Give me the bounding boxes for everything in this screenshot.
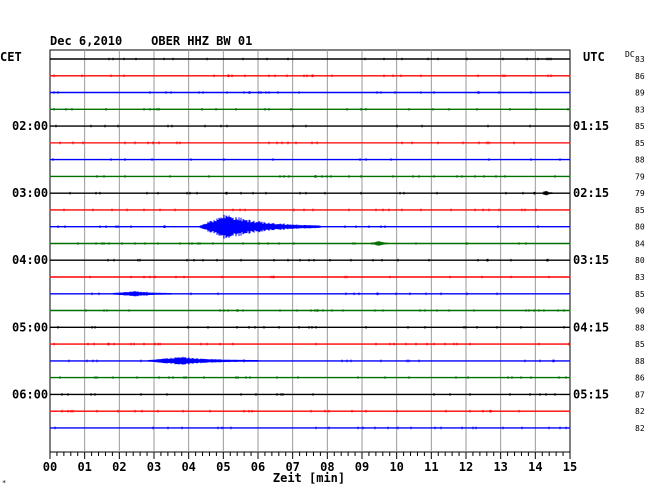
trace-5 (49, 141, 571, 145)
trace-4 (49, 124, 571, 128)
x-tick-label: 08 (320, 460, 334, 474)
dc-value: 79 (635, 172, 645, 181)
trace-1 (49, 74, 571, 78)
trace-9 (49, 208, 571, 212)
x-tick-label: 11 (424, 460, 438, 474)
left-hour-label: 03:00 (12, 186, 48, 200)
dc-value: 85 (635, 139, 645, 148)
x-tick-label: 02 (112, 460, 126, 474)
dc-value: 83 (635, 273, 645, 282)
trace-21 (49, 409, 571, 413)
dc-values: 83 86 89 83 85 85 88 79 79 85 80 84 80 83 85 90 88 85 88 86… (635, 55, 645, 433)
plot-frame (49, 49, 571, 453)
dc-value: 88 (635, 323, 645, 332)
hour-labels: 02:00 03:00 04:00 05:00 06:00 01:15 02:15 03:15… (12, 119, 609, 401)
trace-19 (49, 376, 571, 379)
trace-0 (49, 57, 571, 61)
dc-value: 80 (635, 256, 645, 265)
x-tick-label: 14 (528, 460, 542, 474)
trace-3 (49, 108, 571, 111)
trace-8 (49, 191, 571, 196)
dc-value: 89 (635, 89, 645, 98)
x-tick-label: 07 (285, 460, 299, 474)
dc-value: 85 (635, 290, 645, 299)
dc-value: 79 (635, 189, 645, 198)
x-tick-label: 15 (563, 460, 577, 474)
trace-6 (49, 158, 571, 161)
left-hour-label: 02:00 (12, 119, 48, 133)
x-tick-label: 13 (493, 460, 507, 474)
x-tick-label: 05 (216, 460, 230, 474)
trace-7 (49, 175, 571, 178)
trace-11 (49, 241, 571, 246)
dc-value: 83 (635, 55, 645, 64)
trace-17 (49, 342, 571, 346)
x-tick-label: 12 (459, 460, 473, 474)
dc-value: 90 (635, 307, 645, 316)
x-axis: 00 01 02 03 04 05 06 07 08 09 10 11 12 13 14 15 (43, 452, 577, 474)
trace-22 (49, 426, 571, 430)
dc-value: 85 (635, 206, 645, 215)
right-hour-label: 01:15 (573, 119, 609, 133)
corner-mark: * (2, 479, 6, 487)
dc-value: 88 (635, 357, 645, 366)
x-tick-label: 01 (77, 460, 91, 474)
dc-value: 85 (635, 340, 645, 349)
right-hour-label: 03:15 (573, 253, 609, 267)
trace-16 (49, 326, 571, 329)
trace-10 (49, 214, 571, 239)
dc-value: 86 (635, 72, 645, 81)
x-tick-label: 04 (181, 460, 195, 474)
x-tick-label: 00 (43, 460, 57, 474)
dc-label: DC (625, 50, 635, 59)
x-tick-label: 10 (389, 460, 403, 474)
trace-13 (49, 275, 571, 279)
x-axis-label: Zeit [min] (273, 471, 345, 485)
right-hour-label: 04:15 (573, 320, 609, 334)
x-tick-label: 09 (355, 460, 369, 474)
trace-20 (49, 393, 571, 396)
trace-15 (49, 309, 571, 312)
dc-value: 86 (635, 374, 645, 383)
dc-value: 85 (635, 122, 645, 131)
minute-grid (84, 50, 536, 452)
right-hour-label: 02:15 (573, 186, 609, 200)
left-timezone-label: CET (0, 50, 22, 64)
left-hour-label: 04:00 (12, 253, 48, 267)
right-timezone-label: UTC (583, 50, 605, 64)
dc-value: 83 (635, 105, 645, 114)
left-hour-label: 06:00 (12, 387, 48, 401)
trace-18 (49, 356, 571, 365)
dc-value: 82 (635, 424, 645, 433)
x-tick-label: 06 (251, 460, 265, 474)
left-hour-label: 05:00 (12, 320, 48, 334)
right-hour-label: 05:15 (573, 387, 609, 401)
dc-value: 82 (635, 407, 645, 416)
trace-12 (49, 258, 571, 262)
trace-2 (49, 91, 571, 94)
chart-title: Dec 6,2010 OBER HHZ BW 01 (50, 34, 252, 48)
x-tick-label: 03 (147, 460, 161, 474)
traces (49, 57, 571, 430)
dc-value: 80 (635, 223, 645, 232)
trace-14 (49, 291, 571, 297)
dc-value: 84 (635, 239, 645, 248)
dc-value: 88 (635, 156, 645, 165)
dc-value: 87 (635, 390, 645, 399)
